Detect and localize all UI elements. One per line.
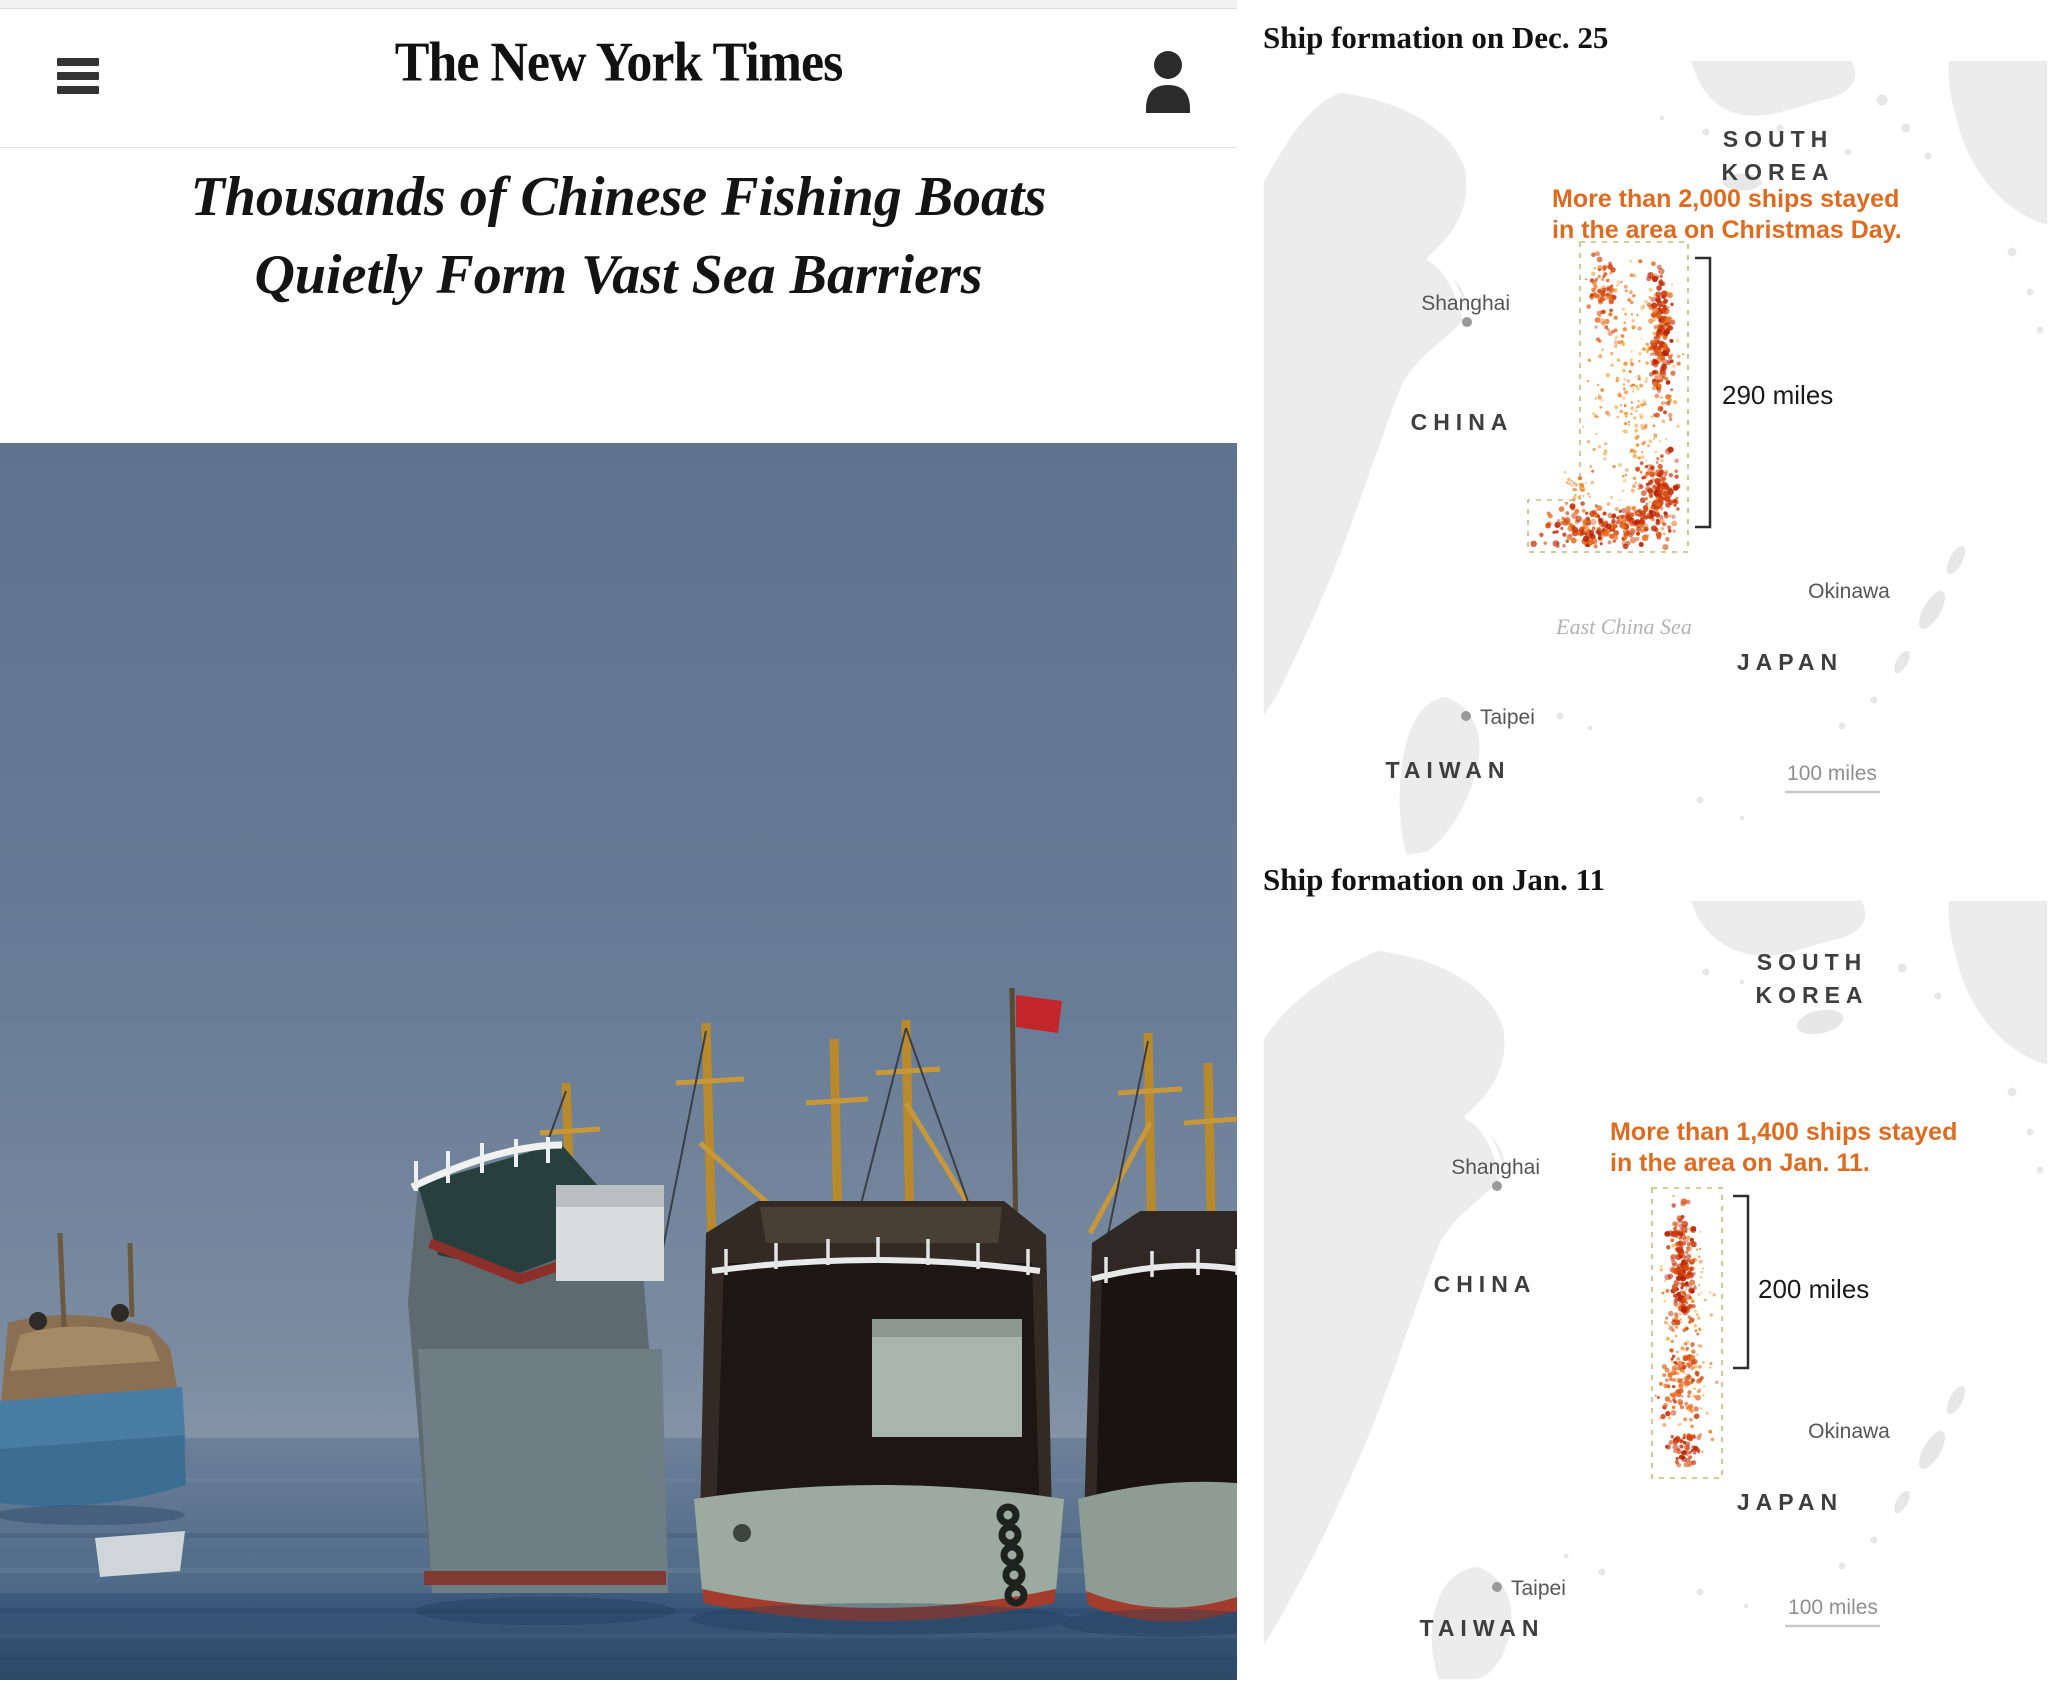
map2-annotation-line2: in the area on Jan. 11.	[1610, 1149, 1870, 1177]
article-pane: The New York Times Thousands of Chinese …	[0, 0, 1280, 1680]
label-shanghai-1: Shanghai	[1421, 292, 1510, 315]
label-japan-1: JAPAN	[1737, 649, 1843, 675]
taiwan-islets	[1555, 711, 1594, 732]
map1-title: Ship formation on Dec. 25	[1263, 20, 1608, 55]
label-shanghai-2: Shanghai	[1451, 1156, 1540, 1179]
label-japan-2: JAPAN	[1737, 1489, 1843, 1515]
shanghai-dot-2	[1492, 1181, 1502, 1191]
jeju-island	[1721, 172, 1763, 192]
label-china-1: CHINA	[1411, 409, 1514, 435]
okinawa-chain-2	[1562, 1384, 1967, 1610]
formation-dots-m2	[1654, 1194, 1719, 1468]
china-landmass-2	[1262, 949, 1506, 1651]
account-button[interactable]	[1142, 47, 1194, 117]
maps-pane: Ship formation on Dec. 25	[1237, 0, 2048, 1680]
label-china-2: CHINA	[1434, 1271, 1537, 1297]
label-taipei-2: Taipei	[1511, 1577, 1566, 1600]
hamburger-icon	[57, 58, 99, 66]
japan-kyushu	[1946, 59, 2048, 227]
formation-dots-m1	[1530, 251, 1685, 551]
app-header: The New York Times	[0, 9, 1237, 148]
yangtze-river	[1426, 255, 1468, 319]
hamburger-icon	[57, 86, 99, 94]
headline-line-2: Quietly Form Vast Sea Barriers	[254, 244, 983, 306]
map2-title: Ship formation on Jan. 11	[1263, 862, 1605, 897]
small-boat	[0, 1232, 186, 1577]
fishing-boats-photo	[0, 443, 1280, 1680]
measure-bracket-1	[1695, 256, 1712, 529]
trawler-center	[694, 1201, 1064, 1621]
article-headline: Thousands of Chinese Fishing Boats Quiet…	[0, 158, 1237, 314]
korea-landmass-2	[1689, 899, 1867, 958]
label-okinawa-2: Okinawa	[1808, 1420, 1890, 1443]
hamburger-icon	[57, 72, 99, 80]
status-strip	[0, 0, 1237, 9]
taiwan-island-2	[1430, 1565, 1513, 1680]
label-south-korea-2b: KOREA	[1755, 982, 1868, 1008]
okinawa-chain	[1695, 544, 1967, 822]
trawler-left	[408, 1137, 668, 1593]
korea-islets	[1658, 114, 1853, 157]
korea-islets-2	[1701, 962, 1943, 1001]
hamburger-menu-button[interactable]	[57, 58, 99, 94]
label-taiwan-1: TAIWAN	[1385, 757, 1510, 783]
map-dec-25: Ship formation on Dec. 25	[1262, 20, 2048, 857]
label-taipei-1: Taipei	[1480, 706, 1535, 729]
map2-annotation-line1: More than 1,400 ships stayed	[1610, 1118, 1957, 1146]
shanghai-dot-1	[1462, 317, 1472, 327]
korea-landmass	[1689, 59, 1857, 118]
map2-scale-label: 100 miles	[1788, 1596, 1878, 1619]
china-landmass	[1262, 91, 1468, 721]
near-sea	[0, 1593, 1237, 1680]
brand-logo[interactable]: The New York Times	[394, 31, 844, 94]
label-taiwan-2: TAIWAN	[1419, 1615, 1544, 1641]
person-icon	[1146, 51, 1190, 113]
formation-area-outline-2	[1651, 1187, 1723, 1479]
chinese-flag	[1009, 987, 1062, 1244]
trawler-right	[1078, 1211, 1239, 1622]
measure-bracket-2	[1733, 1194, 1750, 1370]
taipei-dot-1	[1461, 711, 1471, 721]
map2-measurement: 200 miles	[1758, 1274, 1869, 1304]
jeju-island-2	[1795, 1008, 1845, 1036]
map1-annotation-line2: in the area on Christmas Day.	[1552, 216, 1902, 244]
map1-annotation-line1: More than 2,000 ships stayed	[1552, 185, 1899, 213]
headline-line-1: Thousands of Chinese Fishing Boats	[190, 166, 1047, 228]
formation-area-outline-1	[1527, 241, 1689, 553]
label-south-korea-1b: KOREA	[1721, 159, 1834, 185]
label-east-china-sea: East China Sea	[1555, 614, 1692, 639]
reflections	[0, 1505, 1280, 1637]
japan-islets-2	[2006, 1086, 2045, 1175]
taiwan-island	[1398, 695, 1481, 857]
yangtze-river-2	[1464, 1113, 1506, 1177]
map-jan-11: Ship formation on Jan. 11	[1262, 862, 2048, 1680]
japan-islets	[1875, 93, 2045, 335]
map1-scale-label: 100 miles	[1787, 762, 1877, 785]
article-lead-photo	[0, 443, 1280, 1680]
label-south-korea-2a: SOUTH	[1757, 949, 1868, 975]
taipei-dot-2	[1492, 1582, 1502, 1592]
japan-kyushu-2	[1946, 899, 2048, 1067]
label-okinawa-1: Okinawa	[1808, 580, 1890, 603]
label-south-korea-1a: SOUTH	[1723, 126, 1834, 152]
anchor-chain	[996, 1503, 1028, 1607]
map1-measurement: 290 miles	[1722, 380, 1833, 410]
